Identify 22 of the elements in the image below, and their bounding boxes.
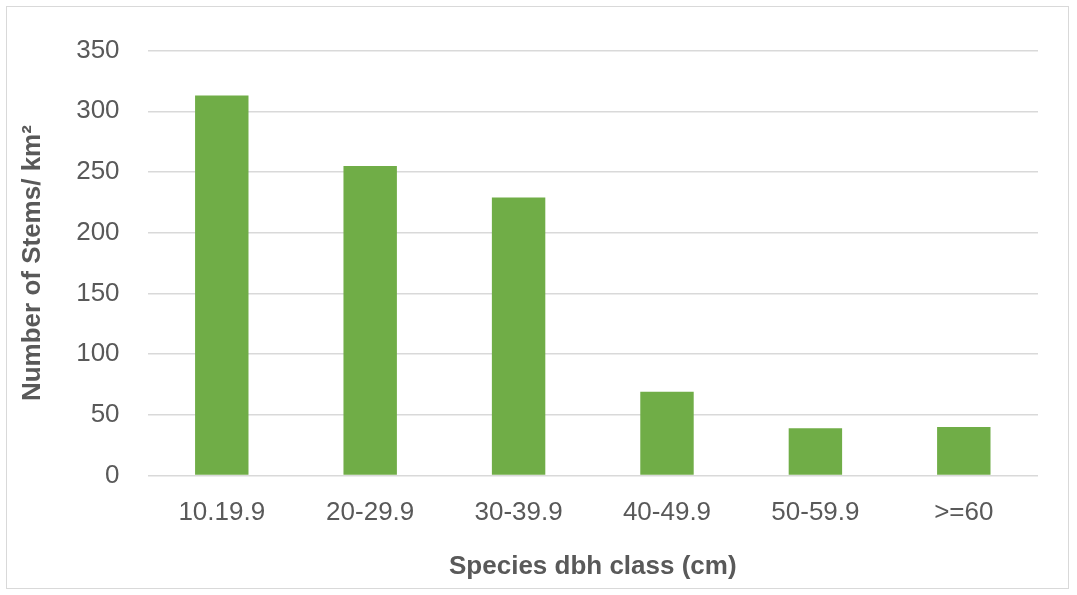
y-tick-label: 50 [90, 398, 120, 429]
y-tick-label: 100 [76, 337, 120, 368]
x-tick-label: 30-39.9 [474, 496, 563, 527]
x-tick-label: >=60 [934, 496, 994, 527]
y-tick-label: 0 [105, 458, 120, 489]
bar [640, 391, 694, 475]
bar [343, 165, 397, 475]
bar [491, 197, 546, 475]
x-axis-title: Species dbh class (cm) [449, 549, 737, 580]
x-tick-label: 50-59.9 [771, 496, 860, 527]
bar [195, 95, 249, 475]
y-axis-title: Number of Stems/ km² [15, 124, 46, 402]
x-tick-label: 10.19.9 [178, 496, 266, 527]
y-tick-label: 300 [76, 94, 120, 125]
bar [937, 427, 991, 475]
x-tick-label: 20-29.9 [326, 496, 415, 527]
bar [788, 428, 843, 475]
y-tick-label: 150 [76, 276, 120, 307]
y-tick-label: 200 [76, 215, 120, 246]
y-tick-label: 350 [76, 33, 120, 64]
y-tick-label: 250 [76, 155, 120, 186]
x-tick-label: 40-49.9 [622, 496, 712, 527]
